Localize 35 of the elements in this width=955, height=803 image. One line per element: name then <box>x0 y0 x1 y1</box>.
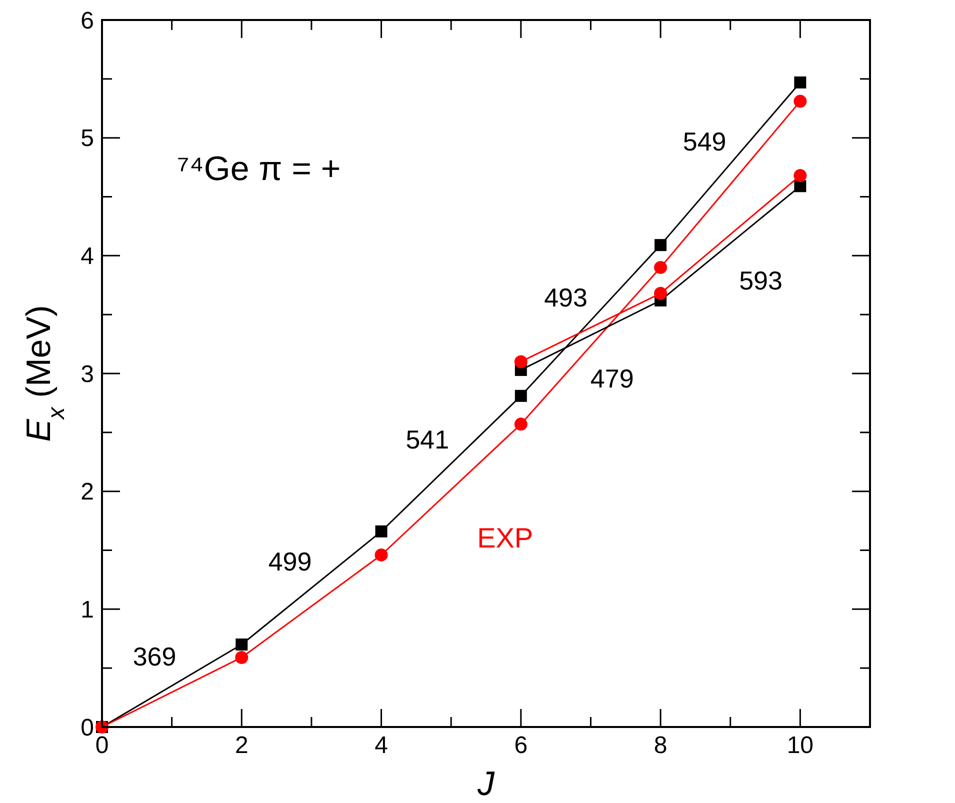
annotation: 499 <box>268 546 312 577</box>
series-label: EXP <box>477 522 534 554</box>
annotation: 549 <box>682 126 726 157</box>
x-tick-label: 2 <box>234 732 248 759</box>
point <box>374 548 388 562</box>
point <box>236 638 248 651</box>
y-tick-label: 2 <box>80 478 94 506</box>
point <box>654 260 668 274</box>
annotation: 479 <box>590 363 634 394</box>
annotation: 593 <box>739 266 782 296</box>
annotation: ⁷⁴Ge π = + <box>177 150 341 188</box>
y-tick-label: 4 <box>80 243 94 270</box>
point <box>794 169 807 182</box>
point <box>794 94 807 108</box>
annotation: 493 <box>544 282 588 312</box>
x-tick-label: 8 <box>654 732 668 759</box>
y-tick-label: 1 <box>80 596 94 624</box>
point <box>235 650 248 664</box>
x-axis-title: J <box>476 765 496 803</box>
y-tick-label: 0 <box>80 714 94 742</box>
point <box>514 355 528 368</box>
x-tick-label: 10 <box>786 732 814 759</box>
point <box>654 239 667 252</box>
point <box>514 390 527 402</box>
y-tick-label: 5 <box>80 125 94 152</box>
point <box>794 76 806 88</box>
point <box>375 525 388 538</box>
point <box>654 286 668 300</box>
y-tick-label: 3 <box>80 360 94 388</box>
point <box>514 418 528 431</box>
annotation: 541 <box>406 424 450 454</box>
y-tick-label: 6 <box>80 7 94 34</box>
annotation: 369 <box>132 642 176 672</box>
x-tick-label: 4 <box>374 732 388 759</box>
x-tick-label: 6 <box>514 732 528 759</box>
